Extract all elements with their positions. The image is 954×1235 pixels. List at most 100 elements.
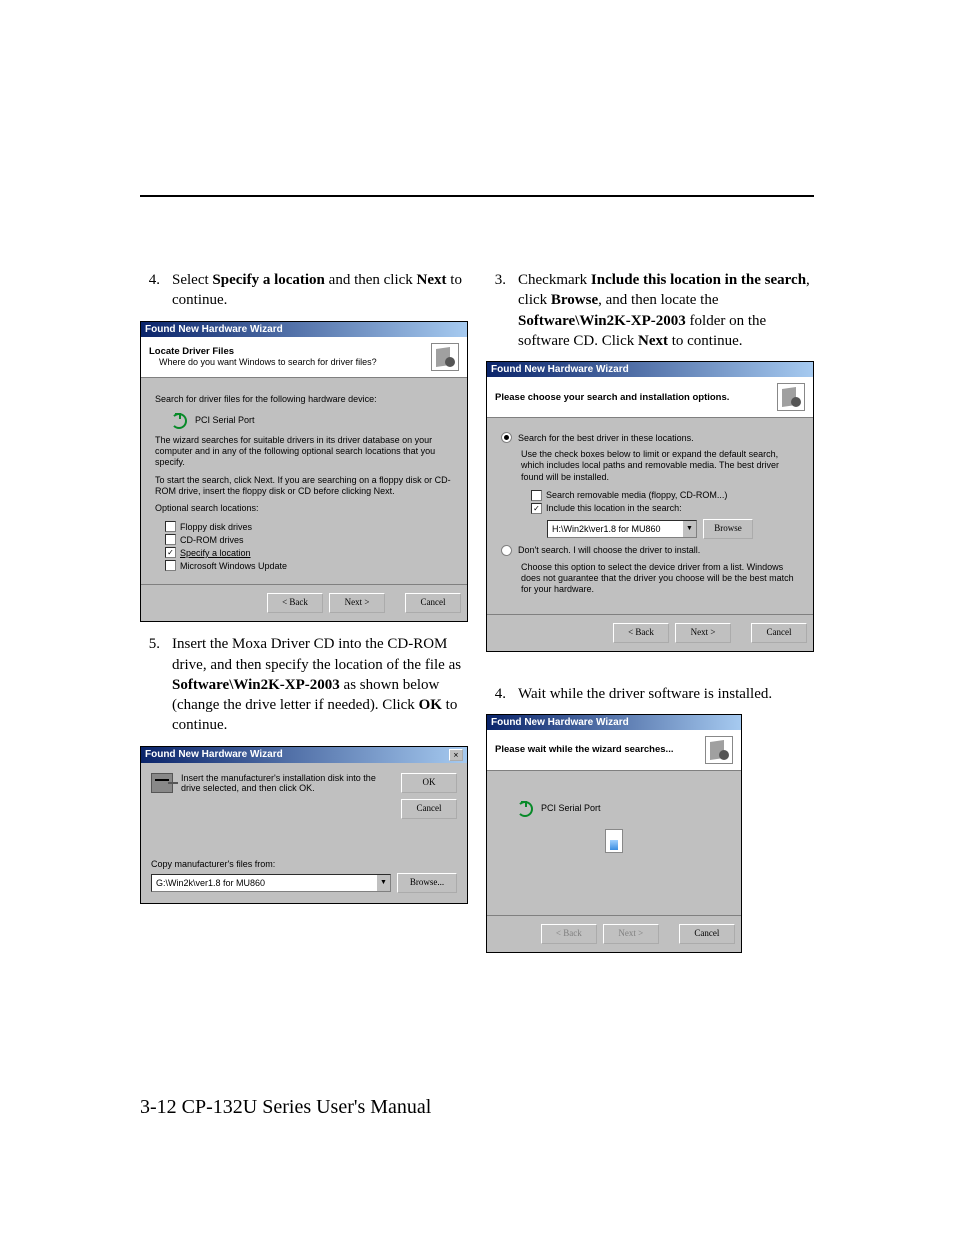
step-text: Checkmark Include this location in the s…: [518, 270, 814, 351]
path-row: H:\Win2k\ver1.8 for MU860 ▼ Browse: [547, 519, 799, 539]
radio1-sub: Use the check boxes below to limit or ex…: [521, 449, 799, 483]
dialog-header: Locate Driver Files Where do you want Wi…: [141, 337, 467, 378]
spacer: [501, 865, 727, 903]
copy-label: Copy manufacturer's files from:: [151, 859, 457, 869]
t: Select: [172, 272, 212, 288]
spacer: [737, 623, 745, 643]
wizard-icon: [705, 736, 733, 764]
checkbox-icon: [165, 521, 176, 532]
opt-label: Floppy disk drives: [180, 522, 252, 532]
t-bold: Software\Win2K-XP-2003: [172, 677, 340, 693]
checkbox-icon: [165, 560, 176, 571]
step-num: 5.: [140, 634, 160, 735]
title-text: Found New Hardware Wizard: [491, 717, 629, 728]
text: Optional search locations:: [155, 503, 453, 514]
title-text: Found New Hardware Wizard: [145, 324, 283, 335]
t-bold: OK: [419, 697, 442, 713]
chk-label: Include this location in the search:: [546, 503, 682, 513]
right-step-4: 4. Wait while the driver software is ins…: [486, 684, 814, 704]
dialog-body: Search for driver files for the followin…: [141, 378, 467, 585]
header-text: Please choose your search and installati…: [495, 392, 729, 403]
t-bold: Browse: [551, 292, 598, 308]
spacer: [391, 593, 399, 613]
wizard-please-wait-dialog: Found New Hardware Wizard Please wait wh…: [486, 714, 742, 953]
step-text: Insert the Moxa Driver CD into the CD-RO…: [172, 634, 468, 735]
left-step-4: 4. Select Specify a location and then cl…: [140, 270, 468, 311]
text: To start the search, click Next. If you …: [155, 475, 453, 498]
top-row: Insert the manufacturer's installation d…: [151, 773, 457, 819]
device-row: PCI Serial Port: [515, 799, 727, 817]
t-bold: Include this location in the search: [591, 272, 806, 288]
device-name: PCI Serial Port: [541, 803, 601, 813]
button-row: < Back Next > Cancel: [487, 614, 813, 651]
t: Checkmark: [518, 272, 591, 288]
wizard-icon: [431, 343, 459, 371]
opt-floppy[interactable]: Floppy disk drives: [165, 520, 453, 533]
header-text: Locate Driver Files Where do you want Wi…: [149, 346, 377, 367]
next-button: Next >: [603, 924, 659, 944]
opt-windows-update[interactable]: Microsoft Windows Update: [165, 559, 453, 572]
button-row: < Back Next > Cancel: [141, 584, 467, 621]
close-button[interactable]: ×: [449, 749, 463, 761]
device-icon: [515, 799, 533, 817]
back-button: < Back: [541, 924, 597, 944]
path-combo[interactable]: G:\Win2k\ver1.8 for MU860 ▼: [151, 874, 391, 892]
back-button[interactable]: < Back: [613, 623, 669, 643]
radio-search-best[interactable]: Search for the best driver in these loca…: [501, 432, 799, 443]
t: , and then locate the: [598, 292, 718, 308]
opt-cdrom[interactable]: CD-ROM drives: [165, 533, 453, 546]
dialog-body: Insert the manufacturer's installation d…: [141, 763, 467, 903]
cancel-button[interactable]: Cancel: [679, 924, 735, 944]
next-button[interactable]: Next >: [675, 623, 731, 643]
browse-button[interactable]: Browse...: [397, 873, 457, 893]
searching-indicator: [501, 829, 727, 853]
radio-label: Don't search. I will choose the driver t…: [518, 545, 700, 555]
checkbox-icon: [531, 490, 542, 501]
t-bold: Specify a location: [212, 272, 325, 288]
title-text: Found New Hardware Wizard: [491, 364, 629, 375]
next-button[interactable]: Next >: [329, 593, 385, 613]
dialog-header: Please wait while the wizard searches...: [487, 730, 741, 771]
chk-include-location[interactable]: ✓ Include this location in the search:: [531, 502, 799, 515]
radio-label: Search for the best driver in these loca…: [518, 433, 694, 443]
disk-icon: [151, 773, 173, 793]
cancel-button[interactable]: Cancel: [401, 799, 457, 819]
t-bold: Next: [417, 272, 447, 288]
titlebar: Found New Hardware Wizard ×: [141, 747, 467, 763]
btn-col: OK Cancel: [401, 773, 457, 819]
opt-specify-location[interactable]: ✓ Specify a location: [165, 546, 453, 559]
step-num: 4.: [140, 270, 160, 311]
text: The wizard searches for suitable drivers…: [155, 435, 453, 469]
wizard-copy-files-dialog: Found New Hardware Wizard × Insert the m…: [140, 746, 468, 904]
spacer: [486, 664, 814, 684]
titlebar: Found New Hardware Wizard: [141, 322, 467, 337]
checkbox-checked-icon: ✓: [165, 547, 176, 558]
t-bold: Software\Win2K-XP-2003: [518, 313, 686, 329]
text: Search for driver files for the followin…: [155, 394, 453, 405]
right-step-3: 3. Checkmark Include this location in th…: [486, 270, 814, 351]
checkbox-checked-icon: ✓: [531, 503, 542, 514]
back-button[interactable]: < Back: [267, 593, 323, 613]
header-title: Please wait while the wizard searches...: [495, 744, 673, 755]
opt-label: CD-ROM drives: [180, 535, 244, 545]
title-text: Found New Hardware Wizard: [145, 749, 283, 760]
left-step-5: 5. Insert the Moxa Driver CD into the CD…: [140, 634, 468, 735]
ok-button[interactable]: OK: [401, 773, 457, 793]
step-num: 4.: [486, 684, 506, 704]
radio-checked-icon: [501, 432, 512, 443]
opt-label: Specify a location: [180, 548, 251, 558]
path-combo[interactable]: H:\Win2k\ver1.8 for MU860 ▼: [547, 520, 697, 538]
right-column: 3. Checkmark Include this location in th…: [486, 270, 814, 965]
cancel-button[interactable]: Cancel: [405, 593, 461, 613]
sub-checks: Search removable media (floppy, CD-ROM..…: [521, 489, 799, 539]
spacer: [501, 781, 727, 793]
opt-label: Microsoft Windows Update: [180, 561, 287, 571]
header-sub: Where do you want Windows to search for …: [159, 357, 377, 367]
browse-button[interactable]: Browse: [703, 519, 753, 539]
t-bold: Next: [638, 333, 668, 349]
spacer: [151, 819, 457, 859]
cancel-button[interactable]: Cancel: [751, 623, 807, 643]
chk-removable-media[interactable]: Search removable media (floppy, CD-ROM..…: [531, 489, 799, 502]
radio-dont-search[interactable]: Don't search. I will choose the driver t…: [501, 545, 799, 556]
path-text: H:\Win2k\ver1.8 for MU860: [548, 524, 682, 534]
